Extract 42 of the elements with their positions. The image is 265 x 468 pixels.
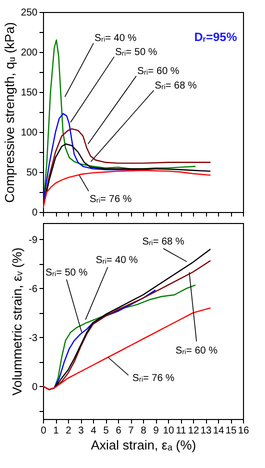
annotation: Sᵣᵢ= 76 % bbox=[132, 373, 175, 384]
y-tick-label: 200 bbox=[20, 48, 38, 58]
x-tick-label: 1 bbox=[53, 426, 60, 436]
y-tick-label: 150 bbox=[20, 88, 38, 98]
x-tick-label: 6 bbox=[116, 426, 122, 436]
annotation: Sᵣᵢ= 68 % bbox=[142, 236, 184, 248]
x-tick-label: 15 bbox=[225, 426, 237, 436]
annotation: Sᵣᵢ= 50 % bbox=[115, 46, 158, 58]
y-axis-title: Volummetric strain, εᵥ (%) bbox=[10, 248, 25, 396]
x-tick-label: 11 bbox=[176, 426, 187, 436]
x-axis-title: Axial strain, εₐ (%) bbox=[90, 438, 196, 452]
y-tick-label: 100 bbox=[20, 128, 38, 138]
y-tick-label: 0 bbox=[32, 208, 38, 218]
y-tick-label: -6 bbox=[28, 284, 38, 295]
annotation: Sᵣᵢ= 40 % bbox=[94, 33, 137, 44]
y-tick-label: 250 bbox=[20, 8, 38, 18]
x-tick-label: 13 bbox=[200, 426, 212, 436]
x-tick-label: 5 bbox=[103, 426, 110, 436]
x-tick-label: 16 bbox=[238, 426, 250, 436]
x-tick-label: 2 bbox=[66, 426, 72, 436]
y-tick-label: -3 bbox=[28, 332, 38, 344]
annotation: Sᵣᵢ= 68 % bbox=[154, 80, 197, 92]
x-tick-label: 14 bbox=[212, 426, 224, 436]
x-tick-label: 9 bbox=[153, 426, 160, 436]
x-tick-label: 12 bbox=[188, 426, 200, 436]
y-tick-label: 50 bbox=[26, 168, 38, 178]
annotation: Sᵣᵢ= 60 % bbox=[175, 345, 218, 356]
x-tick-label: 10 bbox=[162, 426, 174, 436]
y-tick-label: 0 bbox=[32, 382, 38, 393]
annotation: Sᵣᵢ= 76 % bbox=[90, 194, 132, 206]
annotation: Sᵣᵢ= 50 % bbox=[45, 267, 88, 278]
line-series bbox=[43, 170, 212, 209]
x-tick-label: 0 bbox=[40, 426, 47, 436]
annotation: Sᵣᵢ= 60 % bbox=[137, 66, 180, 77]
x-tick-label: 3 bbox=[78, 426, 84, 436]
annotation: Sᵣᵢ= 40 % bbox=[96, 255, 138, 266]
x-tick-label: 4 bbox=[90, 426, 97, 436]
annotation: Dᵣ=95% bbox=[194, 30, 238, 44]
y-tick-label: -9 bbox=[28, 234, 38, 246]
x-tick-label: 8 bbox=[140, 426, 147, 436]
y-axis-title: Compressive strength, qᵤ (kPa) bbox=[2, 22, 17, 203]
x-tick-label: 7 bbox=[128, 426, 134, 436]
